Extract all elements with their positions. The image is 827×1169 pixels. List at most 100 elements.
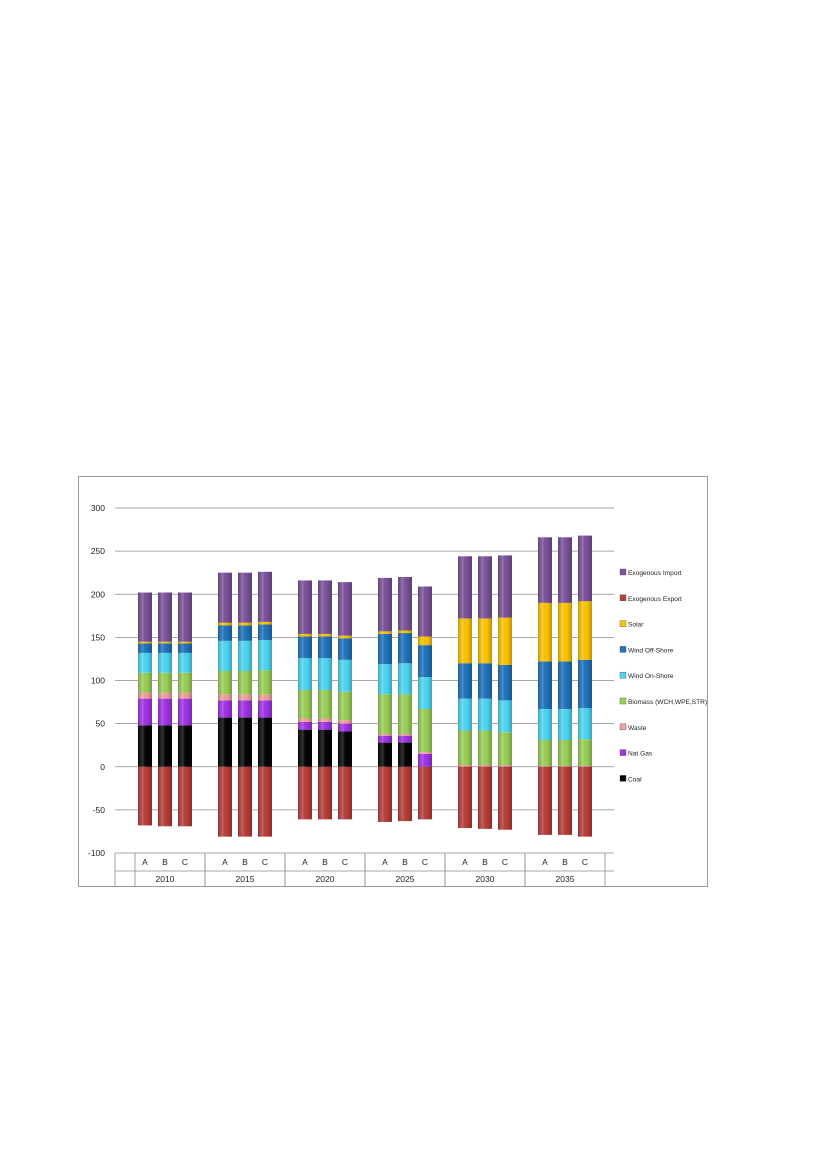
bar-segment-shade: [298, 729, 312, 767]
bar-segment-shade: [298, 636, 312, 659]
bar-segment-shade: [418, 636, 432, 646]
stacked-bar: [318, 580, 332, 820]
stacked-bar: [138, 592, 152, 826]
bar-segment-shade: [158, 672, 172, 693]
bar-segment-shade: [458, 766, 472, 828]
stacked-bar: [458, 556, 472, 828]
legend-item: Exogenous Export: [619, 594, 682, 603]
stacked-bar: [258, 571, 272, 837]
legend-swatch: [619, 697, 627, 705]
stacked-bar: [398, 577, 412, 822]
x-tick-label-scenario: B: [242, 857, 248, 867]
bar-segment-shade: [378, 766, 392, 822]
bar-segment-shade: [238, 671, 252, 695]
bar-segment-shade: [178, 641, 192, 644]
bar-segment-shade: [458, 765, 472, 767]
legend-swatch: [619, 620, 627, 627]
legend-item: Solar: [619, 620, 644, 629]
bar-segment-shade: [398, 742, 412, 767]
legend-item: Coal: [619, 775, 642, 783]
bar-segment-shade: [498, 765, 512, 767]
bar-segment-shade: [458, 730, 472, 766]
legend-label: Exogenous Import: [628, 570, 682, 577]
legend-label: Coal: [628, 776, 642, 783]
bar-segment-shade: [258, 639, 272, 671]
x-tick-label-year: 2030: [476, 874, 495, 884]
bar-segment-shade: [258, 700, 272, 718]
bar-segment-shade: [218, 694, 232, 701]
bar-segment-shade: [258, 571, 272, 622]
bar-segment-shade: [418, 752, 432, 754]
bar-segment-shade: [238, 694, 252, 701]
bar-segment-shade: [318, 718, 332, 722]
x-tick-label-scenario: C: [342, 857, 348, 867]
bar-segment-shade: [338, 582, 352, 636]
bar-segment-shade: [258, 694, 272, 701]
y-axis-tick-labels: 300 250 200 150 100 50 0 -50 -100: [88, 503, 105, 858]
bar-segment-shade: [298, 766, 312, 820]
bar-segment-shade: [378, 733, 392, 736]
bar-segment-shade: [538, 708, 552, 741]
bar-segment-shade: [338, 638, 352, 660]
bar-segment-shade: [378, 577, 392, 632]
bar-segment-shade: [378, 742, 392, 767]
stacked-bar: [498, 555, 512, 830]
stacked-bar: [478, 556, 492, 829]
bar-segment-shade: [478, 556, 492, 619]
x-tick-label-scenario: C: [262, 857, 268, 867]
bar-segment-shade: [578, 601, 592, 660]
bar-segment-shade: [498, 732, 512, 766]
legend-item: Exogenous Import: [619, 568, 682, 577]
bar-segment-shade: [318, 636, 332, 659]
bar-segment-shade: [338, 659, 352, 692]
bar-segment-shade: [178, 592, 192, 642]
legend-label: Biomass (WCH,WPE,STR): [628, 699, 707, 706]
bar-segment-shade: [398, 577, 412, 631]
stacked-bar: [158, 592, 172, 827]
bar-segment-shade: [258, 717, 272, 767]
bar-segment-shade: [478, 765, 492, 767]
bar-segment-shade: [378, 735, 392, 743]
x-tick-label-scenario: B: [402, 857, 408, 867]
x-tick-label-scenario: A: [382, 857, 388, 867]
legend-label: Wind Off-Shore: [628, 647, 674, 654]
bar-segment-shade: [298, 658, 312, 690]
bar-segment-shade: [258, 670, 272, 695]
bar-segment-shade: [318, 580, 332, 634]
bar-segment-shade: [158, 698, 172, 726]
bar-segment-shade: [318, 729, 332, 767]
bar-segment-shade: [578, 659, 592, 709]
x-tick-label-scenario: C: [182, 857, 188, 867]
stacked-bar: [338, 582, 352, 820]
bar-segment-shade: [498, 664, 512, 701]
y-tick-label: 150: [91, 632, 105, 642]
legend-item: Wind Off-Shore: [619, 646, 674, 654]
bar-segment-shade: [558, 708, 572, 741]
x-tick-label-scenario: A: [542, 857, 548, 867]
x-tick-label-scenario: B: [162, 857, 168, 867]
legend-swatch: [619, 594, 627, 602]
y-tick-label: 250: [91, 546, 105, 556]
bar-segment-shade: [178, 672, 192, 693]
bar-segment-shade: [178, 643, 192, 653]
bar-segment-shade: [398, 663, 412, 695]
legend-item: Biomass (WCH,WPE,STR): [619, 697, 707, 706]
bar-segment-shade: [558, 661, 572, 709]
x-tick-label-scenario: A: [462, 857, 468, 867]
stacked-bar: [378, 577, 392, 822]
bar-segment-shade: [558, 766, 572, 835]
stacked-bar: [218, 572, 232, 837]
bar-segment-shade: [378, 664, 392, 695]
bar-segment-shade: [398, 694, 412, 734]
bar-segment-shade: [418, 766, 432, 820]
bar-segment-shade: [538, 602, 552, 662]
y-tick-label: 100: [91, 676, 105, 686]
stacked-bar-chart: 300 250 200 150 100 50 0 -50 -100 A B C 2010 A B C 2015…: [88, 503, 707, 887]
bar-segment-shade: [258, 621, 272, 625]
bar-segment-shade: [258, 766, 272, 837]
bar-segment-shade: [538, 740, 552, 766]
stacked-bar: [578, 535, 592, 837]
bar-segment-shade: [158, 766, 172, 827]
legend-swatch: [619, 568, 627, 576]
stacked-bar: [418, 586, 432, 820]
